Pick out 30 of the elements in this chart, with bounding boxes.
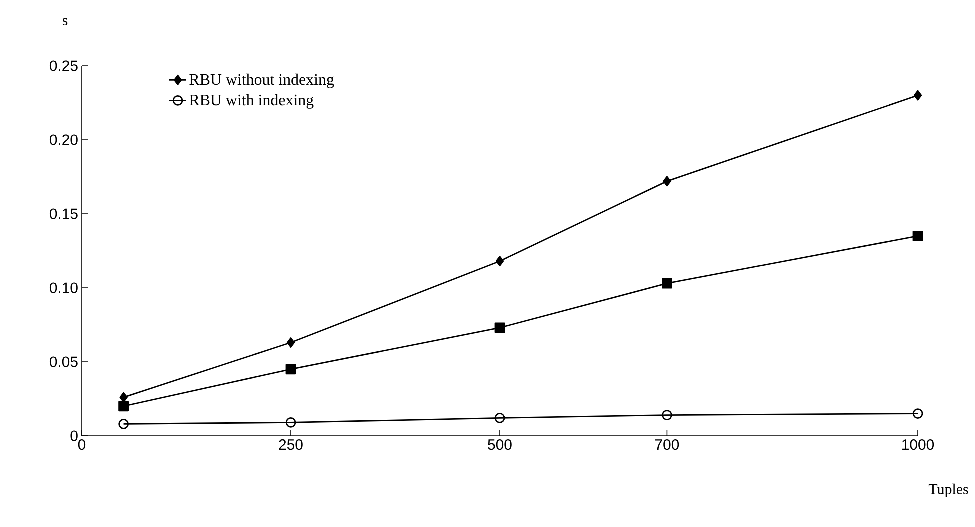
y-tick-label: 0.05 xyxy=(50,356,78,368)
y-tick-label: 0 xyxy=(70,430,78,442)
y-tick-label: 0.25 xyxy=(50,60,78,72)
x-tick-label: 1000 xyxy=(902,440,934,450)
legend-label: RBU with indexing xyxy=(190,94,314,109)
point xyxy=(120,392,128,403)
point xyxy=(496,256,504,267)
point xyxy=(286,338,296,348)
y-tick-label: 0.15 xyxy=(50,208,78,220)
legend-label: RBU without indexing xyxy=(190,74,334,88)
point xyxy=(914,90,922,101)
y-tick-label: 0.20 xyxy=(50,134,78,146)
x-tick-label: 0 xyxy=(78,440,86,450)
point xyxy=(118,418,129,430)
point xyxy=(663,176,672,187)
point xyxy=(912,408,924,419)
point xyxy=(494,413,506,424)
x-axis-title: Tuples xyxy=(928,484,968,498)
point xyxy=(286,417,296,428)
point xyxy=(494,322,506,334)
point xyxy=(662,278,672,289)
x-tick-label: 500 xyxy=(488,440,512,450)
x-tick-label: 700 xyxy=(656,440,680,450)
y-tick-label: 0.10 xyxy=(50,282,78,294)
point xyxy=(286,364,296,375)
point xyxy=(662,410,672,420)
y-axis-title: s xyxy=(62,18,68,26)
x-tick-label: 250 xyxy=(279,440,303,450)
point xyxy=(118,401,129,412)
point xyxy=(912,230,924,242)
